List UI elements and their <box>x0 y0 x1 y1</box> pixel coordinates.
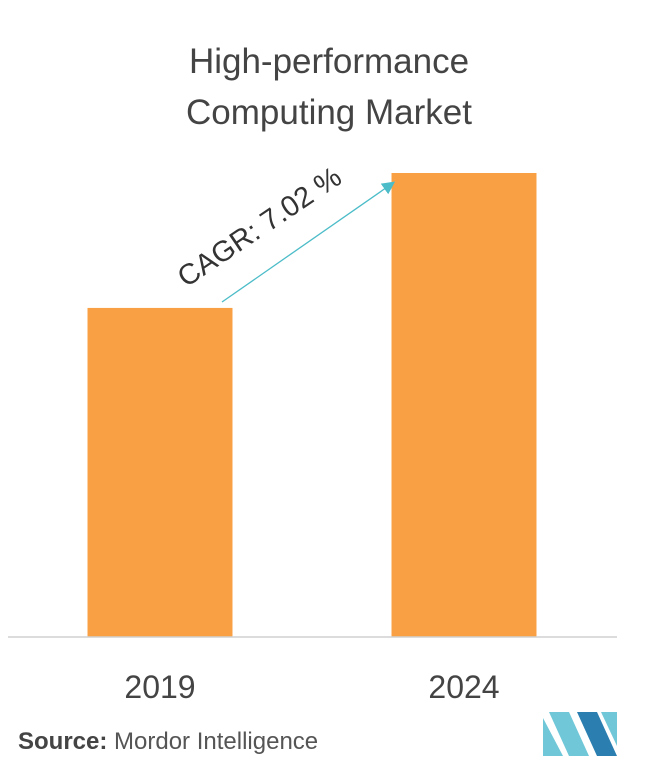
chart-title-line-2: Computing Market <box>186 93 472 132</box>
bar-2019 <box>87 307 233 637</box>
chart-title-line-1: High-performance <box>188 42 470 81</box>
x-tick-label-2019: 2019 <box>124 669 195 705</box>
bars-group <box>87 173 537 637</box>
logo-shape-4 <box>601 712 617 746</box>
logo-shape-2 <box>549 712 589 756</box>
logo-shape-1 <box>543 718 563 756</box>
mordor-intelligence-logo-icon <box>543 712 617 756</box>
cagr-annotation: CAGR: 7.02 % <box>172 161 348 294</box>
chart-title: High-performance Computing Market <box>0 36 658 138</box>
bar-2024 <box>391 173 537 637</box>
x-tick-label-2024: 2024 <box>428 669 499 705</box>
x-tick-labels: 2019 2024 <box>124 669 499 705</box>
source-credit: Source: Mordor Intelligence <box>18 728 318 756</box>
source-label: Source: <box>18 728 108 755</box>
source-value: Mordor Intelligence <box>114 728 319 755</box>
logo-shape-3 <box>577 712 617 756</box>
cagr-arrow <box>221 181 396 303</box>
